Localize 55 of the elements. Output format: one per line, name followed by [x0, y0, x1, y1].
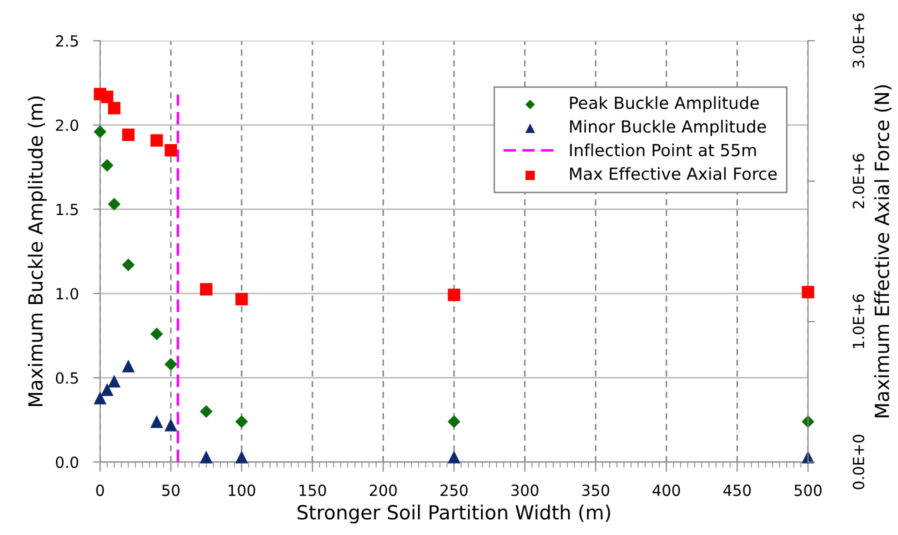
- x-tick-label: 450: [723, 484, 751, 496]
- point: [94, 392, 106, 404]
- point: [235, 415, 248, 428]
- point: [448, 415, 460, 428]
- point: [235, 292, 248, 306]
- x-tick-label: 50: [162, 484, 180, 496]
- point: [150, 328, 164, 340]
- y-tick-label: 1.0: [56, 288, 78, 300]
- x-tick-label: 300: [511, 484, 538, 496]
- x-tick-label: 0: [96, 484, 104, 496]
- y2-axis-title: Maximum Effective Axial Force (N): [874, 85, 892, 418]
- point: [108, 374, 121, 388]
- x-tick-label: 250: [440, 484, 468, 496]
- legend-label: Minor Buckle Amplitude: [570, 120, 766, 136]
- point: [150, 415, 164, 428]
- legend-label: Peak Buckle Amplitude: [570, 96, 759, 112]
- point: [200, 450, 213, 464]
- y2-tick-label: 0.0E+0: [852, 434, 864, 490]
- point: [122, 360, 135, 372]
- point: [100, 383, 114, 396]
- x-tick-label: 200: [370, 484, 397, 496]
- y-tick-label: 0.0: [56, 456, 78, 468]
- point: [802, 286, 814, 298]
- point: [164, 418, 178, 432]
- point: [100, 159, 114, 172]
- y-tick-label: 1.5: [56, 204, 78, 216]
- point: [108, 102, 120, 114]
- x-tick-label: 350: [582, 484, 610, 496]
- y-tick-label: 2.0: [56, 119, 78, 131]
- point: [200, 283, 212, 296]
- point: [108, 198, 121, 211]
- point: [150, 134, 163, 147]
- legend-label: Inflection Point at 55m: [570, 143, 756, 156]
- y-tick-label: 0.5: [56, 372, 78, 384]
- x-axis-title: Stronger Soil Partition Width (m): [298, 504, 610, 524]
- point: [448, 288, 460, 302]
- point: [122, 258, 135, 272]
- point: [94, 125, 106, 138]
- legend-label: Max Effective Axial Force: [570, 167, 777, 180]
- x-tick-label: 400: [652, 484, 680, 496]
- y2-tick-label: 1.0E+6: [852, 294, 864, 348]
- x-tick-label: 150: [300, 484, 326, 496]
- y-axis-title: Maximum Buckle Amplitude (m): [28, 96, 47, 406]
- point: [200, 405, 213, 418]
- y-tick-label: 2.5: [56, 35, 78, 47]
- x-tick-label: 500: [794, 484, 822, 496]
- point: [122, 128, 135, 142]
- point: [448, 450, 460, 464]
- x-tick-label: 100: [228, 484, 256, 496]
- y2-tick-label: 3.0E+6: [852, 13, 864, 68]
- point: [164, 144, 178, 156]
- point: [164, 358, 178, 371]
- point: [235, 450, 248, 464]
- y2-tick-label: 2.0E+6: [852, 154, 864, 208]
- point: [100, 90, 114, 104]
